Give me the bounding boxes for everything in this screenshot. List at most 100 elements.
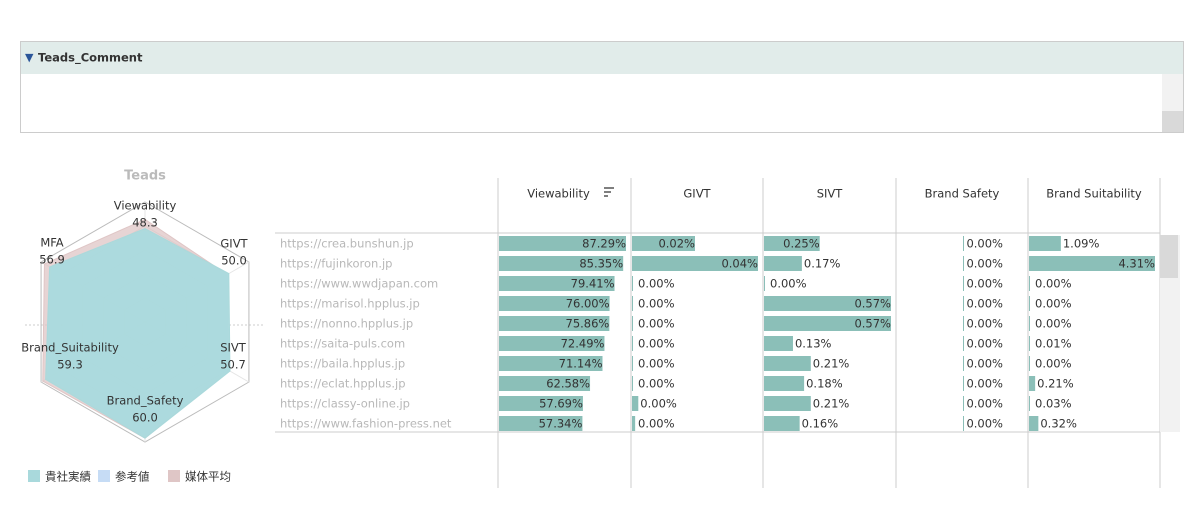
- table-bar: [764, 256, 802, 271]
- table-bar: [963, 276, 964, 291]
- cell-value: 0.00%: [1035, 277, 1072, 291]
- cell-value: 57.34%: [539, 417, 583, 431]
- cell-value: 0.57%: [854, 317, 891, 331]
- axis-label: Brand_Suitability: [21, 341, 119, 355]
- cell-value: 0.00%: [966, 317, 1003, 331]
- table-bar: [963, 416, 964, 431]
- legend-swatch[interactable]: [98, 470, 110, 482]
- table-bar: [764, 316, 891, 331]
- table-bar: [963, 396, 964, 411]
- cell-value: 0.02%: [658, 237, 695, 251]
- table-bar: [499, 256, 624, 271]
- column-header[interactable]: SIVT: [817, 187, 844, 201]
- axis-label: GIVT: [220, 237, 248, 251]
- cell-value: 85.35%: [579, 257, 623, 271]
- row-url[interactable]: https://eclat.hpplus.jp: [280, 377, 406, 391]
- table-bar: [499, 356, 603, 371]
- legend-swatch[interactable]: [28, 470, 40, 482]
- table-bar: [963, 336, 964, 351]
- cell-value: 0.00%: [638, 317, 675, 331]
- table-bar: [963, 236, 964, 251]
- row-url[interactable]: https://crea.bunshun.jp: [280, 237, 414, 251]
- table-bar: [499, 236, 626, 251]
- table-bar: [764, 236, 820, 251]
- value-label: 50.7: [220, 358, 246, 372]
- cell-value: 0.00%: [770, 277, 807, 291]
- legend: 貴社実績 参考値 媒体平均: [28, 470, 231, 484]
- row-url[interactable]: https://baila.hpplus.jp: [280, 357, 405, 371]
- table-bar: [1029, 256, 1155, 271]
- table-bar: [499, 396, 583, 411]
- legend-swatch[interactable]: [168, 470, 180, 482]
- cell-value: 75.86%: [566, 317, 610, 331]
- table-bar: [764, 296, 891, 311]
- cell-value: 0.00%: [966, 257, 1003, 271]
- cell-value: 0.00%: [966, 377, 1003, 391]
- row-url[interactable]: https://www.fashion-press.net: [280, 417, 452, 431]
- legend-label[interactable]: 参考値: [115, 470, 150, 484]
- cell-value: 0.00%: [638, 337, 675, 351]
- row-url[interactable]: https://saita-puls.com: [280, 337, 405, 351]
- table-bar: [632, 296, 633, 311]
- cell-value: 4.31%: [1118, 257, 1155, 271]
- cell-value: 0.18%: [806, 377, 843, 391]
- cell-value: 0.21%: [1037, 377, 1074, 391]
- cell-value: 0.32%: [1040, 417, 1077, 431]
- cell-value: 0.17%: [804, 257, 841, 271]
- cell-value: 0.03%: [1035, 397, 1072, 411]
- legend-label[interactable]: 貴社実績: [45, 470, 91, 484]
- sort-icon[interactable]: [604, 187, 614, 197]
- cell-value: 0.13%: [795, 337, 832, 351]
- cell-value: 0.00%: [638, 297, 675, 311]
- cell-value: 62.58%: [546, 377, 590, 391]
- column-header[interactable]: Brand Safety: [925, 187, 1000, 201]
- column-header[interactable]: Viewability: [527, 187, 590, 201]
- row-url[interactable]: https://www.wwdjapan.com: [280, 277, 438, 291]
- cell-value: 0.00%: [966, 297, 1003, 311]
- cell-value: 71.14%: [559, 357, 603, 371]
- value-label: 60.0: [132, 411, 158, 425]
- table-bar: [764, 276, 765, 291]
- table-bar: [632, 396, 639, 411]
- cell-value: 87.29%: [582, 237, 626, 251]
- scrollbar-thumb[interactable]: [1162, 111, 1183, 132]
- cell-value: 0.00%: [966, 397, 1003, 411]
- value-label: 50.0: [221, 254, 247, 268]
- row-url[interactable]: https://nonno.hpplus.jp: [280, 317, 413, 331]
- cell-value: 0.00%: [966, 337, 1003, 351]
- cell-value: 76.00%: [566, 297, 610, 311]
- table-scroll-thumb[interactable]: [1160, 235, 1178, 278]
- axis-label: Viewability: [114, 199, 177, 213]
- value-label: 59.3: [57, 358, 83, 372]
- table-bar: [1029, 236, 1061, 251]
- row-url[interactable]: https://fujinkoron.jp: [280, 257, 392, 271]
- cell-value: 0.25%: [783, 237, 820, 251]
- table-bar: [963, 296, 964, 311]
- cell-value: 0.00%: [966, 357, 1003, 371]
- table-bar: [1029, 396, 1030, 411]
- table-bar: [764, 336, 793, 351]
- cell-value: 0.16%: [802, 417, 839, 431]
- table-bar: [1029, 316, 1030, 331]
- table-bar: [499, 416, 583, 431]
- cell-value: 1.09%: [1063, 237, 1100, 251]
- legend-label[interactable]: 媒体平均: [185, 470, 231, 484]
- table-bar: [764, 356, 811, 371]
- value-label: 56.9: [39, 253, 65, 267]
- column-header[interactable]: GIVT: [683, 187, 711, 201]
- row-url[interactable]: https://marisol.hpplus.jp: [280, 297, 420, 311]
- cell-value: 79.41%: [571, 277, 615, 291]
- column-header[interactable]: Brand Suitability: [1046, 187, 1142, 201]
- table-bar: [499, 316, 610, 331]
- cell-value: 0.00%: [966, 417, 1003, 431]
- cell-value: 0.00%: [966, 237, 1003, 251]
- cell-value: 0.01%: [1035, 337, 1072, 351]
- row-url[interactable]: https://classy-online.jp: [280, 397, 410, 411]
- table-bar: [963, 316, 964, 331]
- table-bar: [764, 396, 811, 411]
- collapse-icon[interactable]: ▼: [25, 51, 34, 64]
- table-bar: [963, 376, 964, 391]
- radar-chart: Viewability 48.3 GIVT 50.0 SIVT 50.7 Brand_Saf…: [21, 199, 250, 443]
- cell-value: 0.00%: [638, 357, 675, 371]
- table-bar: [499, 336, 605, 351]
